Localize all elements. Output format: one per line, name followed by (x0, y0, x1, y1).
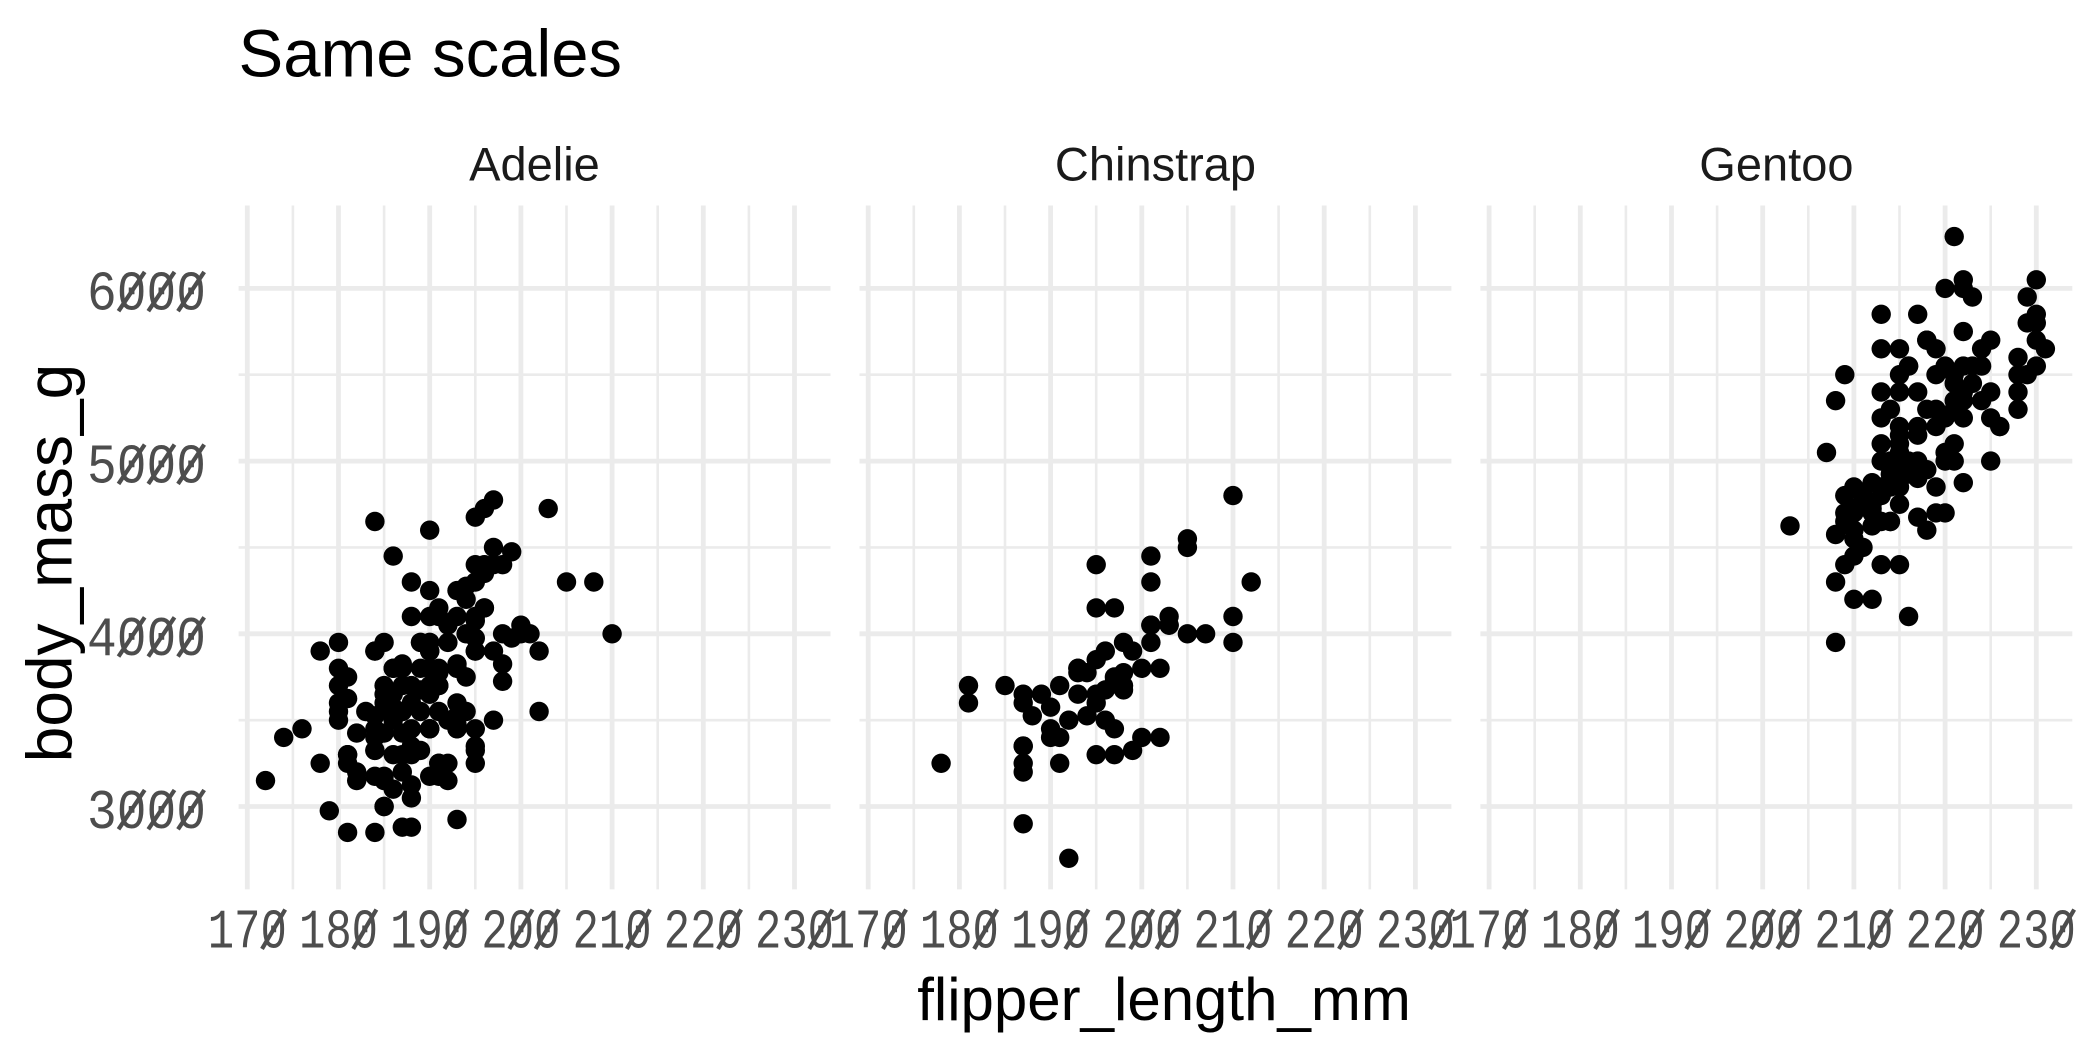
svg-text:Chinstrap: Chinstrap (1055, 138, 1256, 191)
svg-text:210: 210 (1194, 901, 1273, 964)
svg-text:Same scales: Same scales (239, 17, 623, 92)
svg-text:flipper_length_mm: flipper_length_mm (917, 966, 1411, 1033)
svg-text:Adelie: Adelie (469, 138, 600, 191)
svg-text:230: 230 (1376, 901, 1455, 964)
svg-text:220: 220 (1906, 901, 1985, 964)
svg-text:210: 210 (1814, 901, 1893, 964)
svg-text:170: 170 (1450, 901, 1529, 964)
svg-text:220: 220 (1285, 901, 1364, 964)
svg-text:210: 210 (573, 901, 652, 964)
svg-text:Gentoo: Gentoo (1699, 138, 1853, 191)
svg-text:220: 220 (664, 901, 743, 964)
svg-text:230: 230 (755, 901, 834, 964)
svg-text:190: 190 (390, 901, 469, 964)
svg-text:170: 170 (208, 901, 287, 964)
svg-text:190: 190 (1632, 901, 1711, 964)
svg-text:body_mass_g: body_mass_g (14, 364, 86, 762)
svg-text:180: 180 (1541, 901, 1620, 964)
svg-text:170: 170 (829, 901, 908, 964)
svg-text:190: 190 (1011, 901, 1090, 964)
svg-text:180: 180 (299, 901, 378, 964)
svg-text:180: 180 (920, 901, 999, 964)
svg-text:230: 230 (1997, 901, 2076, 964)
